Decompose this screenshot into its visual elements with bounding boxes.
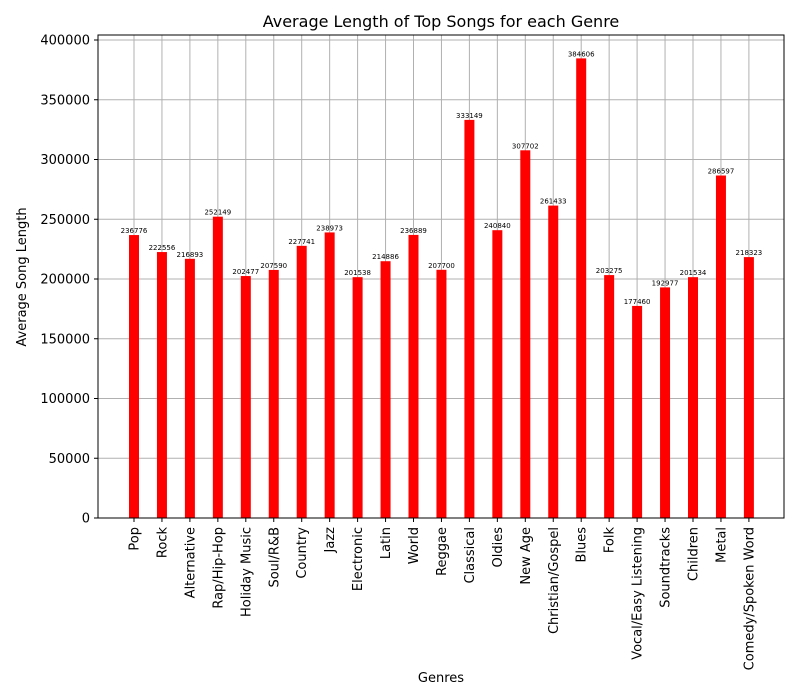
y-tick-label: 100000 <box>40 392 90 407</box>
y-tick-label: 250000 <box>40 213 90 228</box>
bar <box>492 230 503 518</box>
bar <box>240 276 251 518</box>
bar <box>212 216 223 518</box>
x-tick-label: Pop <box>128 527 143 551</box>
x-tick-label: Vocal/Easy Listening <box>631 527 646 660</box>
x-tick-label: Country <box>295 527 310 579</box>
bar-value-label: 286597 <box>708 168 735 176</box>
x-tick-label: Rap/Hip-Hop <box>211 527 226 609</box>
x-tick-label: Children <box>687 527 702 581</box>
bar-value-label: 177460 <box>624 298 651 306</box>
bar <box>576 58 587 519</box>
x-tick-label: New Age <box>519 527 534 585</box>
bar <box>408 234 419 518</box>
bar <box>156 252 167 518</box>
x-tick-label: Alternative <box>183 527 198 598</box>
bar-value-label: 252149 <box>204 209 231 217</box>
bar-value-label: 384606 <box>568 50 595 58</box>
x-tick-label: Reggae <box>435 527 450 576</box>
bar-value-label: 203275 <box>596 267 623 275</box>
x-tick-label: Folk <box>603 527 618 554</box>
bar-value-label: 307702 <box>512 142 539 150</box>
x-tick-label: Soundtracks <box>659 527 674 608</box>
bar-value-label: 236776 <box>121 227 148 235</box>
y-tick-label: 150000 <box>40 332 90 347</box>
y-tick-label: 400000 <box>40 34 90 49</box>
x-axis-title: Genres <box>418 671 464 686</box>
x-tick-label: Classical <box>463 527 478 584</box>
x-tick-label: Electronic <box>351 527 366 591</box>
bar <box>548 205 559 518</box>
bar-value-label: 214886 <box>372 253 399 261</box>
x-axis-ticks: Pop Rock Alternative Rap/Hip-Hop Holiday Mus… <box>128 518 757 670</box>
bar-value-label: 240840 <box>484 222 511 230</box>
chart-title: Average Length of Top Songs for each Gen… <box>263 12 620 31</box>
x-tick-label: Rock <box>155 527 170 559</box>
y-tick-label: 350000 <box>40 93 90 108</box>
y-tick-label: 0 <box>82 512 90 527</box>
y-tick-label: 300000 <box>40 153 90 168</box>
bar <box>632 305 643 518</box>
bar <box>296 245 307 519</box>
bar <box>743 257 754 518</box>
x-tick-label: Jazz <box>323 527 338 554</box>
bar-value-label: 201534 <box>680 269 707 277</box>
y-axis-ticks: 0 50000 100000 150000 200000 250000 300000 3500… <box>40 34 98 527</box>
y-tick-label: 200000 <box>40 273 90 288</box>
bar-value-label: 207700 <box>428 262 455 270</box>
x-tick-label: Christian/Gospel <box>547 527 562 634</box>
bars <box>129 58 754 519</box>
x-tick-label: Blues <box>575 527 590 563</box>
bar-value-label: 227741 <box>288 238 315 246</box>
bar-value-label: 333149 <box>456 112 483 120</box>
x-tick-label: Oldies <box>491 527 506 568</box>
bar <box>129 235 139 518</box>
bar-value-label: 238973 <box>316 224 343 232</box>
bar-value-label: 216893 <box>177 251 204 259</box>
bar-value-label: 222556 <box>149 244 176 252</box>
x-tick-label: World <box>407 527 422 564</box>
bar <box>688 277 698 518</box>
bar <box>604 275 615 518</box>
bar <box>380 261 391 518</box>
x-tick-label: Latin <box>379 527 394 559</box>
bar <box>352 277 363 518</box>
bar <box>436 269 447 518</box>
bar <box>184 258 195 518</box>
bar <box>268 269 279 518</box>
x-tick-label: Soul/R&B <box>267 527 282 588</box>
x-tick-label: Metal <box>714 527 729 563</box>
bar <box>520 150 531 518</box>
y-tick-label: 50000 <box>49 452 90 467</box>
bar <box>324 232 335 519</box>
bar-value-label: 207590 <box>260 262 287 270</box>
x-tick-label: Comedy/Spoken Word <box>742 527 757 670</box>
bar <box>464 119 475 518</box>
x-tick-label: Holiday Music <box>239 527 254 617</box>
bar-value-label: 192977 <box>652 279 679 287</box>
bar <box>660 287 671 518</box>
bar-value-label: 236889 <box>400 227 427 235</box>
bar <box>715 175 726 518</box>
bar-value-label: 218323 <box>736 249 763 257</box>
bar-value-label: 201538 <box>344 269 371 277</box>
bar-value-label: 261433 <box>540 198 567 206</box>
bar-value-label: 202477 <box>232 268 259 276</box>
y-axis-title: Average Song Length <box>15 207 30 346</box>
